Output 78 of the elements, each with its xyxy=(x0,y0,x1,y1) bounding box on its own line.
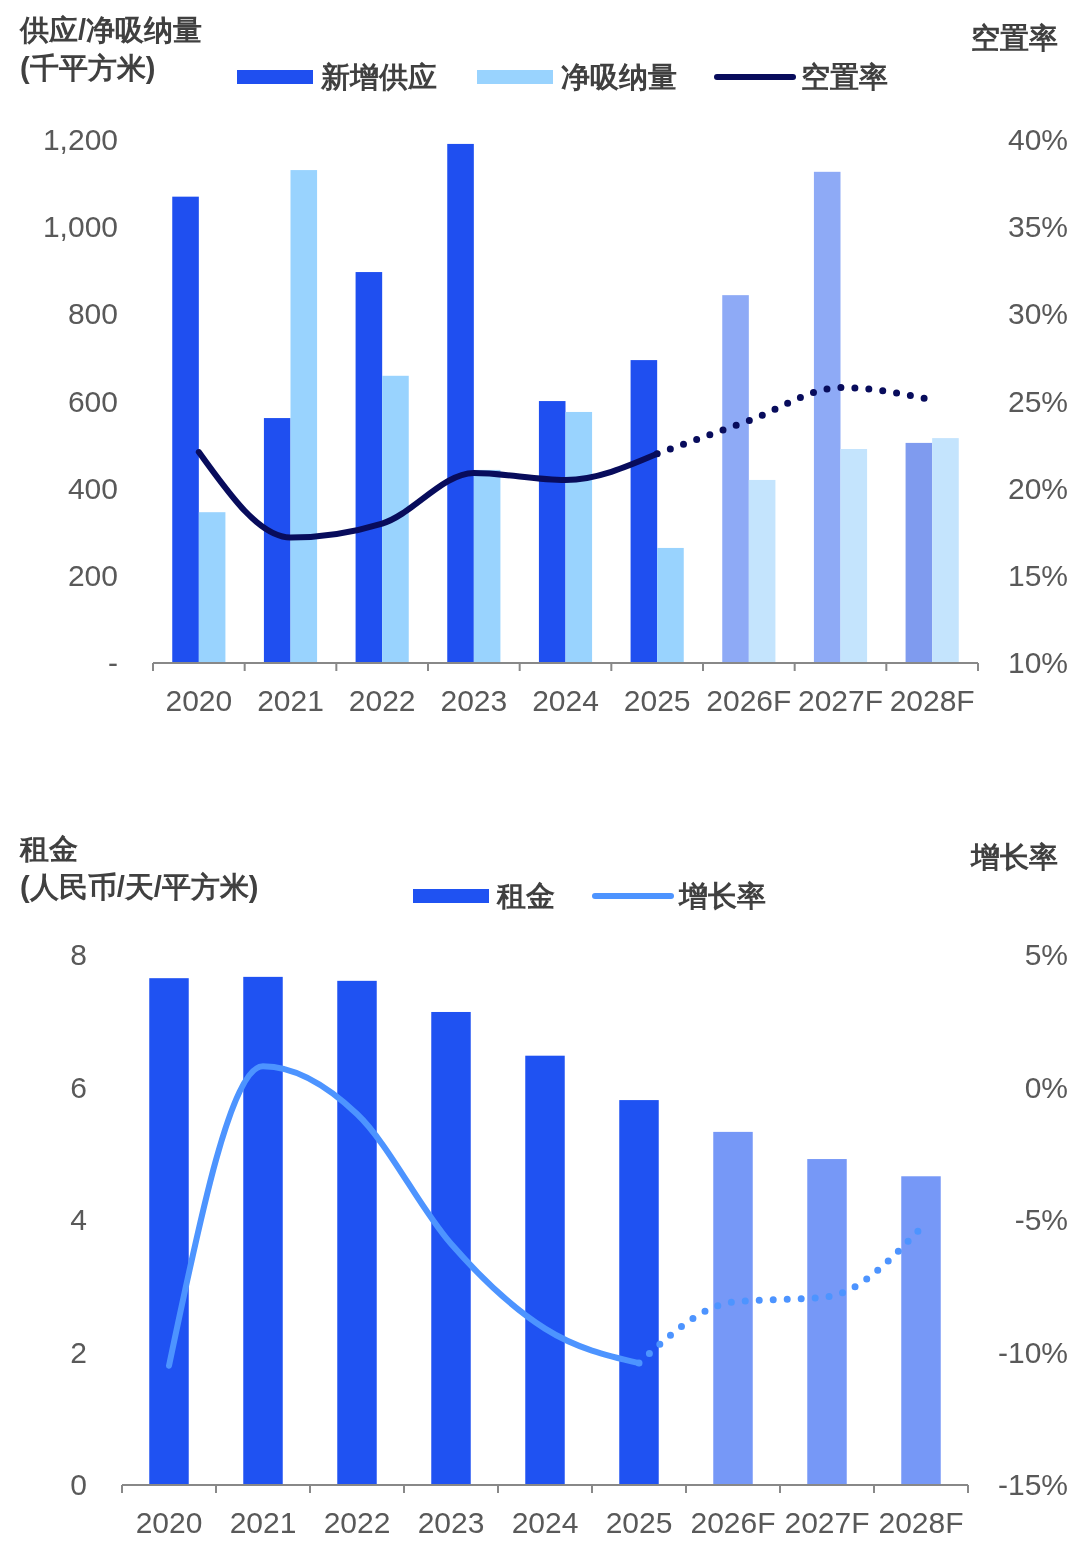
x-tick-label: 2021 xyxy=(229,1506,297,1539)
bar xyxy=(263,418,291,663)
y-tick-label: 1,200 xyxy=(42,123,118,156)
x-tick-label: 2024 xyxy=(511,1506,579,1539)
y2-tick-label: 0% xyxy=(1024,1070,1068,1104)
x-tick-label: 2022 xyxy=(348,684,416,717)
y2-tick-label: 20% xyxy=(1007,471,1068,505)
x-tick-label: 2023 xyxy=(417,1506,485,1539)
x-tick-label: 2020 xyxy=(135,1506,203,1539)
bar xyxy=(382,375,409,663)
y2-tick-label: 15% xyxy=(1007,558,1068,592)
y2-tick-label: 25% xyxy=(1007,384,1068,418)
x-tick-label: 2024 xyxy=(532,684,599,717)
y2-tick-label: -15% xyxy=(997,1468,1068,1501)
y-axis-title: 供应/净吸纳量 (千平方米) xyxy=(19,14,203,84)
y-tick-label: 800 xyxy=(67,297,118,331)
y-tick-label: 600 xyxy=(67,384,118,418)
bar xyxy=(172,196,199,663)
y2-tick-label: -10% xyxy=(997,1335,1068,1369)
bar xyxy=(337,980,377,1485)
y-tick-label: 6 xyxy=(70,1070,87,1104)
y-tick-label: - xyxy=(108,646,118,679)
bar xyxy=(565,411,593,663)
y-tick-label: 4 xyxy=(70,1203,87,1236)
bar xyxy=(901,1176,941,1486)
bar xyxy=(473,469,501,663)
legend-label: 增长率 xyxy=(677,880,766,912)
y-axis-title: 租金 (人民币/天/平方米) xyxy=(19,833,259,903)
y2-axis-title: 空置率 xyxy=(971,22,1058,54)
y2-tick-label: -5% xyxy=(1014,1203,1068,1236)
y2-tick-label: 10% xyxy=(1007,646,1068,679)
y-tick-label: 400 xyxy=(67,471,118,505)
y2-tick-label: 35% xyxy=(1007,210,1068,244)
legend-label: 净吸纳量 xyxy=(561,61,677,93)
y-tick-label: 2 xyxy=(70,1335,87,1369)
y-tick-label: 0 xyxy=(70,1468,87,1501)
x-tick-label: 2025 xyxy=(623,684,691,717)
bar xyxy=(657,547,684,663)
y-tick-label: 200 xyxy=(67,558,118,592)
bar xyxy=(447,143,474,663)
y2-axis-title: 增长率 xyxy=(969,841,1058,873)
legend-label: 空置率 xyxy=(801,61,888,93)
bar xyxy=(748,479,776,663)
bar xyxy=(807,1159,847,1485)
y2-tick-label: 30% xyxy=(1007,297,1068,331)
legend-label: 租金 xyxy=(496,880,555,912)
x-tick-label: 2027F xyxy=(784,1506,870,1539)
bar xyxy=(813,171,841,663)
bar xyxy=(713,1131,753,1485)
bar xyxy=(290,170,318,663)
bar xyxy=(905,442,933,663)
x-tick-label: 2021 xyxy=(257,684,324,717)
x-tick-label: 2028F xyxy=(878,1506,964,1539)
x-tick-label: 2028F xyxy=(889,684,975,717)
y2-tick-label: 40% xyxy=(1007,123,1068,156)
bar xyxy=(355,272,383,663)
bar xyxy=(198,512,226,663)
x-tick-label: 2027F xyxy=(797,684,884,717)
x-tick-label: 2026F xyxy=(690,1506,776,1539)
x-tick-label: 2025 xyxy=(605,1506,673,1539)
x-tick-label: 2020 xyxy=(165,684,233,717)
bar xyxy=(149,978,189,1485)
x-tick-label: 2022 xyxy=(323,1506,391,1539)
bar xyxy=(932,438,959,663)
y-tick-label: 8 xyxy=(70,938,87,971)
x-tick-label: 2026F xyxy=(706,684,792,717)
bar xyxy=(525,1055,565,1485)
bar xyxy=(243,976,283,1485)
bar xyxy=(431,1011,471,1485)
x-tick-label: 2023 xyxy=(440,684,508,717)
y-tick-label: 1,000 xyxy=(42,210,118,244)
bar xyxy=(538,401,566,663)
bar xyxy=(619,1100,659,1485)
bar xyxy=(722,295,749,663)
bar xyxy=(630,360,658,663)
bar xyxy=(840,449,868,663)
y2-tick-label: 5% xyxy=(1024,938,1068,971)
legend-label: 新增供应 xyxy=(320,61,437,93)
